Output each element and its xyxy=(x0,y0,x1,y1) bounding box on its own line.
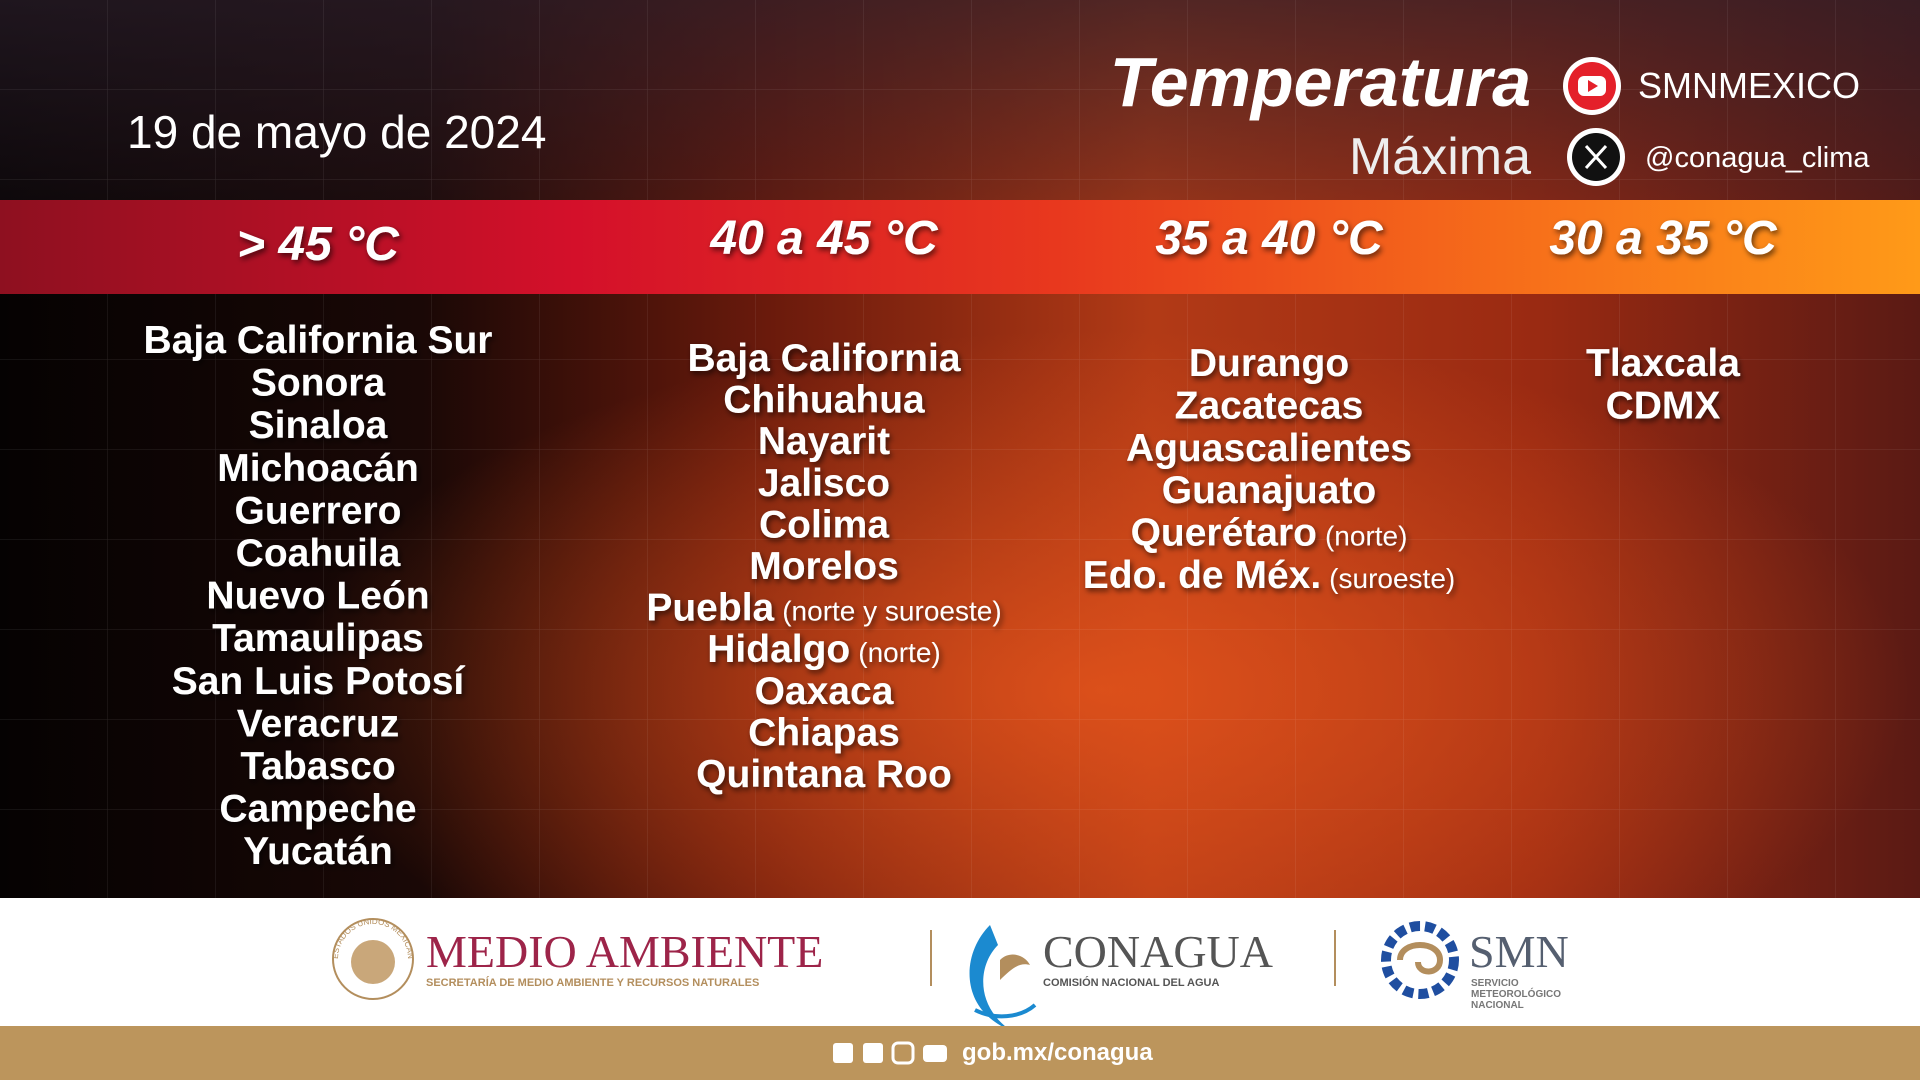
state: Tamaulipas xyxy=(212,617,424,660)
state: Oaxaca xyxy=(755,670,894,713)
state-name: Tamaulipas xyxy=(212,617,424,660)
state-name: Morelos xyxy=(749,545,899,588)
state: San Luis Potosí xyxy=(172,660,466,703)
state-name: Hidalgo xyxy=(707,628,850,671)
state: Guerrero xyxy=(235,489,402,532)
column-heading: 30 a 35 °C xyxy=(1549,212,1778,265)
state: Coahuila xyxy=(236,532,401,575)
x-icon xyxy=(1567,128,1625,186)
medio-ambiente-sub: SECRETARÍA DE MEDIO AMBIENTE Y RECURSOS … xyxy=(426,976,759,989)
state-name: Querétaro xyxy=(1131,512,1317,555)
state-name: Durango xyxy=(1189,342,1349,385)
state: Sinaloa xyxy=(249,404,388,447)
state-name: Tlaxcala xyxy=(1586,342,1740,385)
state: Nuevo León xyxy=(206,575,429,618)
state-name: Yucatán xyxy=(243,830,393,873)
state-note: (norte) xyxy=(1325,521,1407,552)
conagua-icon xyxy=(969,925,1037,1030)
state: Morelos xyxy=(749,545,899,588)
state-name: Zacatecas xyxy=(1175,384,1364,427)
title: Temperatura xyxy=(1110,43,1531,121)
state-note: (suroeste) xyxy=(1329,563,1455,594)
state: Hidalgo (norte) xyxy=(707,628,940,671)
youtube-handle: SMNMEXICO xyxy=(1638,65,1860,106)
state-name: Campeche xyxy=(219,788,416,831)
conagua-sub: COMISIÓN NACIONAL DEL AGUA xyxy=(1043,976,1219,989)
state: Querétaro (norte) xyxy=(1131,512,1408,555)
state-name: CDMX xyxy=(1606,384,1721,427)
state-name: Baja California xyxy=(687,337,960,380)
smn-icon xyxy=(1381,921,1459,999)
state-name: Guanajuato xyxy=(1162,469,1377,512)
state: Veracruz xyxy=(237,702,400,745)
state-name: San Luis Potosí xyxy=(172,660,466,703)
state: Baja California xyxy=(687,337,960,380)
date: 19 de mayo de 2024 xyxy=(127,106,546,158)
temperature-band xyxy=(0,200,1920,294)
state: Puebla (norte y suroeste) xyxy=(646,587,1001,630)
state-name: Sonora xyxy=(251,362,386,405)
state: Jalisco xyxy=(758,462,890,505)
conagua: CONAGUA xyxy=(1043,926,1273,977)
smn-sub-line: SERVICIO xyxy=(1471,978,1519,989)
state-name: Michoacán xyxy=(217,447,419,490)
state-name: Guerrero xyxy=(235,489,402,532)
state-name: Colima xyxy=(759,503,889,546)
footer-url[interactable]: gob.mx/conagua xyxy=(962,1039,1153,1066)
social-icons xyxy=(833,1041,947,1065)
state: Colima xyxy=(759,503,889,546)
state-name: Jalisco xyxy=(758,462,890,505)
state: Sonora xyxy=(251,362,386,405)
state: Tabasco xyxy=(240,745,395,788)
footer-logos xyxy=(0,898,1920,1026)
state: Edo. de Méx. (suroeste) xyxy=(1083,554,1455,597)
state-name: Aguascalientes xyxy=(1126,427,1412,470)
state: Baja California Sur xyxy=(144,319,493,362)
column-heading: 35 a 40 °C xyxy=(1155,212,1384,265)
state: Durango xyxy=(1189,342,1349,385)
state: Michoacán xyxy=(217,447,419,490)
smn: SMN xyxy=(1469,926,1569,977)
state: Chiapas xyxy=(748,711,900,754)
smn-sub-line: NACIONAL xyxy=(1471,1000,1524,1011)
state-name: Chiapas xyxy=(748,711,900,754)
state-name: Oaxaca xyxy=(755,670,894,713)
state: Nayarit xyxy=(758,420,890,463)
state-name: Chihuahua xyxy=(723,379,925,422)
state-name: Nuevo León xyxy=(206,575,429,618)
state: Quintana Roo xyxy=(696,753,952,796)
footer-bar xyxy=(0,1026,1920,1080)
medio-ambiente: MEDIO AMBIENTE xyxy=(426,926,823,977)
state-name: Veracruz xyxy=(237,702,400,745)
state-note: (norte) xyxy=(858,637,940,668)
x-handle: @conagua_clima xyxy=(1645,142,1870,174)
state: Tlaxcala xyxy=(1586,342,1740,385)
state: Yucatán xyxy=(243,830,393,873)
state-note: (norte y suroeste) xyxy=(782,596,1001,627)
state-name: Baja California Sur xyxy=(144,319,493,362)
state-name: Edo. de Méx. xyxy=(1083,554,1321,597)
state: Chihuahua xyxy=(723,379,925,422)
state-name: Puebla xyxy=(646,587,774,630)
column-heading: 40 a 45 °C xyxy=(709,212,939,265)
state: Guanajuato xyxy=(1162,469,1377,512)
subtitle: Máxima xyxy=(1349,128,1531,186)
state: CDMX xyxy=(1606,384,1721,427)
state-name: Sinaloa xyxy=(249,404,388,447)
column-heading: > 45 °C xyxy=(237,218,400,271)
state-name: Tabasco xyxy=(240,745,395,788)
state: Campeche xyxy=(219,788,416,831)
state: Zacatecas xyxy=(1175,384,1364,427)
state-name: Quintana Roo xyxy=(696,753,952,796)
state-name: Coahuila xyxy=(236,532,401,575)
youtube-icon xyxy=(1563,57,1621,115)
state: Aguascalientes xyxy=(1126,427,1412,470)
state-name: Nayarit xyxy=(758,420,890,463)
smn-sub-line: METEOROLÓGICO xyxy=(1471,987,1561,1000)
